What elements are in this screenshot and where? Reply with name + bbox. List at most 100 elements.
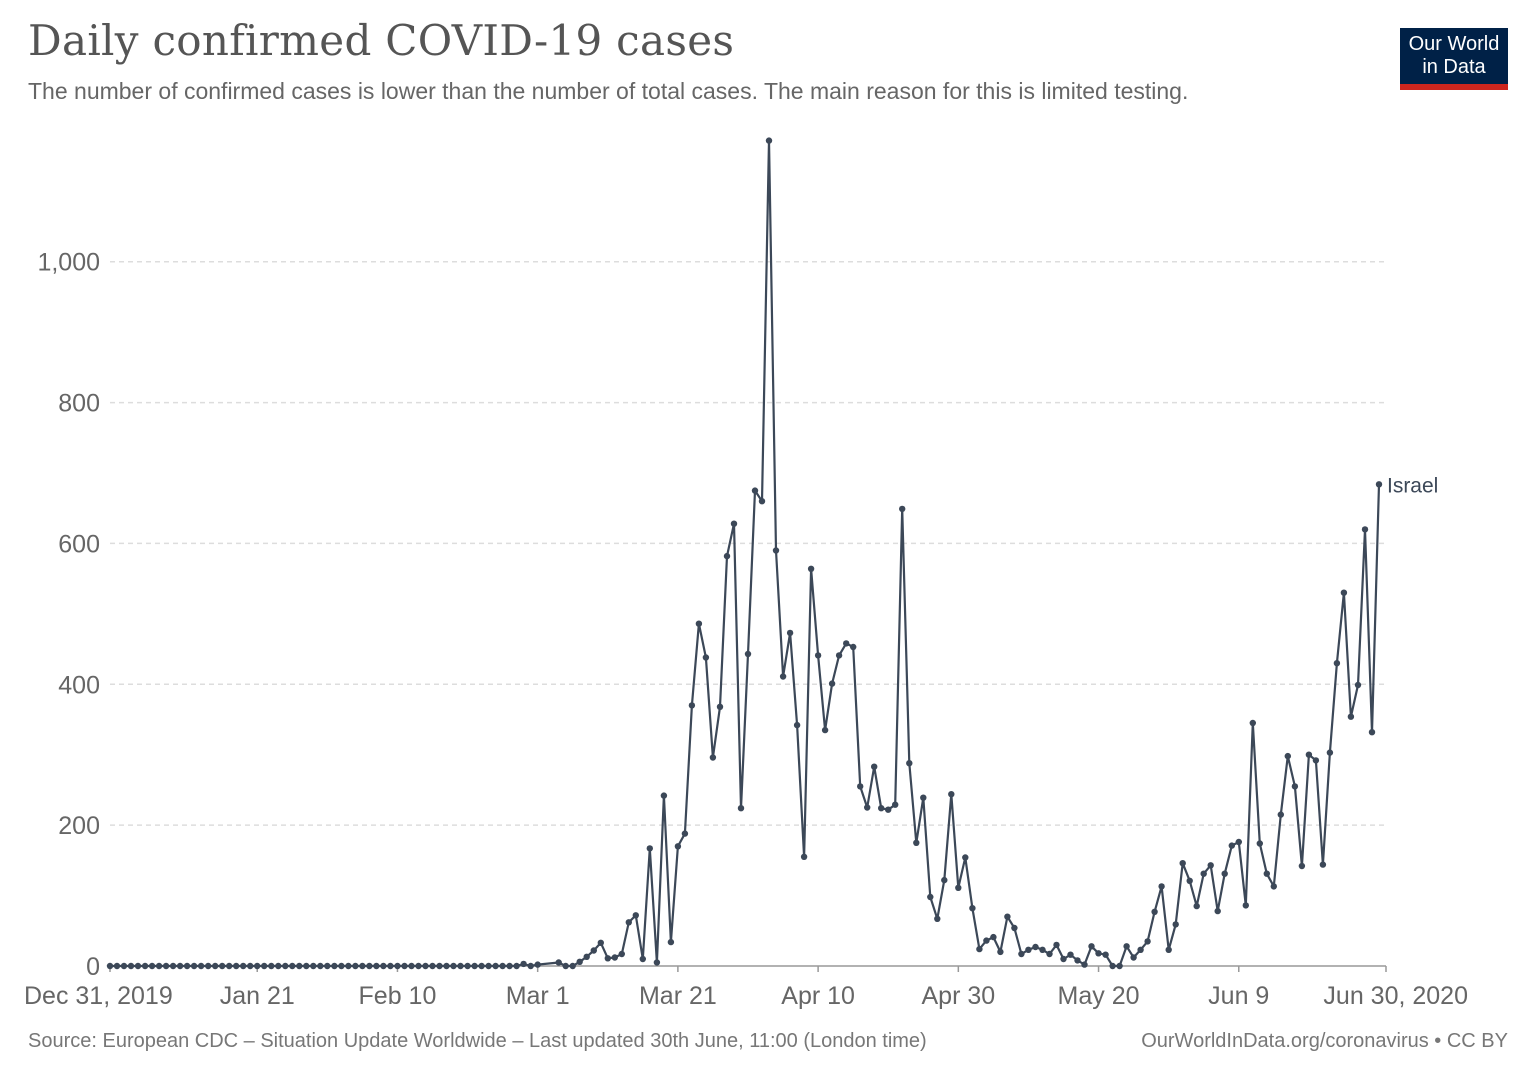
data-point[interactable] xyxy=(1179,860,1186,867)
data-point[interactable] xyxy=(976,945,983,953)
data-point[interactable] xyxy=(821,726,829,734)
data-point[interactable] xyxy=(737,805,745,812)
data-point[interactable] xyxy=(1172,921,1179,928)
data-point[interactable] xyxy=(906,760,913,767)
data-point[interactable] xyxy=(190,962,198,970)
data-point[interactable] xyxy=(800,853,808,860)
data-point[interactable] xyxy=(1151,908,1158,915)
data-point[interactable] xyxy=(1165,946,1172,953)
data-point[interactable] xyxy=(317,962,324,970)
data-point[interactable] xyxy=(373,962,380,970)
data-point[interactable] xyxy=(1067,951,1074,958)
data-point[interactable] xyxy=(569,962,576,970)
data-point[interactable] xyxy=(920,794,927,801)
data-point[interactable] xyxy=(415,962,422,970)
data-point[interactable] xyxy=(141,962,149,970)
data-point[interactable] xyxy=(997,948,1004,956)
data-point[interactable] xyxy=(604,955,611,962)
data-point[interactable] xyxy=(212,962,219,970)
data-point[interactable] xyxy=(1354,681,1362,689)
data-point[interactable] xyxy=(646,845,653,852)
data-point[interactable] xyxy=(723,552,731,560)
data-point[interactable] xyxy=(1263,870,1271,877)
data-point[interactable] xyxy=(120,962,128,970)
data-point[interactable] xyxy=(758,498,766,505)
data-point[interactable] xyxy=(324,962,331,970)
data-point[interactable] xyxy=(948,791,955,798)
data-point[interactable] xyxy=(310,962,317,970)
data-point[interactable] xyxy=(527,962,534,970)
data-point[interactable] xyxy=(1347,713,1355,720)
data-point[interactable] xyxy=(457,962,464,970)
data-point[interactable] xyxy=(955,884,962,891)
data-point[interactable] xyxy=(695,620,703,627)
data-point[interactable] xyxy=(1298,862,1306,870)
data-point[interactable] xyxy=(814,652,822,659)
data-point[interactable] xyxy=(1207,862,1214,869)
data-point[interactable] xyxy=(176,962,184,970)
data-point[interactable] xyxy=(148,962,156,970)
data-point[interactable] xyxy=(618,950,625,958)
data-point[interactable] xyxy=(1214,907,1221,915)
data-point[interactable] xyxy=(1291,783,1299,790)
data-point[interactable] xyxy=(864,804,871,811)
data-point[interactable] xyxy=(1361,526,1369,533)
data-point[interactable] xyxy=(1095,950,1102,957)
data-point[interactable] xyxy=(261,962,268,970)
data-point[interactable] xyxy=(828,680,836,687)
data-point[interactable] xyxy=(471,962,478,970)
data-point[interactable] xyxy=(1025,946,1032,953)
data-point[interactable] xyxy=(1158,883,1165,890)
data-point[interactable] xyxy=(1326,749,1334,756)
data-point[interactable] xyxy=(562,962,569,970)
data-point[interactable] xyxy=(254,962,261,970)
data-point[interactable] xyxy=(843,640,850,647)
data-point[interactable] xyxy=(597,939,604,946)
data-point[interactable] xyxy=(702,654,710,661)
data-point[interactable] xyxy=(899,505,906,513)
data-point[interactable] xyxy=(1046,950,1053,958)
data-point[interactable] xyxy=(871,763,878,770)
data-point[interactable] xyxy=(197,962,205,970)
data-point[interactable] xyxy=(1053,941,1060,949)
data-point[interactable] xyxy=(478,962,485,970)
data-point[interactable] xyxy=(786,629,794,637)
data-point[interactable] xyxy=(1018,950,1025,958)
data-point[interactable] xyxy=(962,854,969,861)
data-point[interactable] xyxy=(1011,924,1018,932)
data-point[interactable] xyxy=(639,955,646,963)
data-point[interactable] xyxy=(1144,938,1151,945)
data-point[interactable] xyxy=(1270,883,1278,890)
data-point[interactable] xyxy=(688,702,696,709)
data-point[interactable] xyxy=(751,487,759,494)
data-point[interactable] xyxy=(709,754,717,761)
data-point[interactable] xyxy=(303,962,310,970)
data-point[interactable] xyxy=(730,520,738,527)
data-point[interactable] xyxy=(927,893,934,901)
data-point[interactable] xyxy=(583,953,590,960)
credit-link[interactable]: OurWorldInData.org/coronavirus • CC BY xyxy=(1141,1030,1508,1052)
data-point[interactable] xyxy=(913,839,920,846)
data-point[interactable] xyxy=(1284,752,1292,760)
data-point[interactable] xyxy=(969,905,976,912)
data-point[interactable] xyxy=(716,703,724,710)
data-point[interactable] xyxy=(1228,842,1236,849)
data-point[interactable] xyxy=(1242,902,1250,909)
data-point[interactable] xyxy=(1137,946,1144,953)
data-point[interactable] xyxy=(513,962,520,970)
data-point[interactable] xyxy=(534,961,541,968)
data-point[interactable] xyxy=(632,912,639,919)
data-point[interactable] xyxy=(793,721,801,729)
data-point[interactable] xyxy=(183,962,191,970)
data-point[interactable] xyxy=(485,962,492,970)
data-point[interactable] xyxy=(464,962,471,970)
data-point[interactable] xyxy=(590,947,597,954)
data-point[interactable] xyxy=(1256,840,1264,847)
data-point[interactable] xyxy=(1340,589,1348,596)
data-point[interactable] xyxy=(422,962,429,970)
data-point[interactable] xyxy=(155,962,163,970)
data-point[interactable] xyxy=(1221,870,1228,877)
data-point[interactable] xyxy=(247,962,254,970)
data-point[interactable] xyxy=(169,962,177,970)
data-point[interactable] xyxy=(113,962,121,970)
